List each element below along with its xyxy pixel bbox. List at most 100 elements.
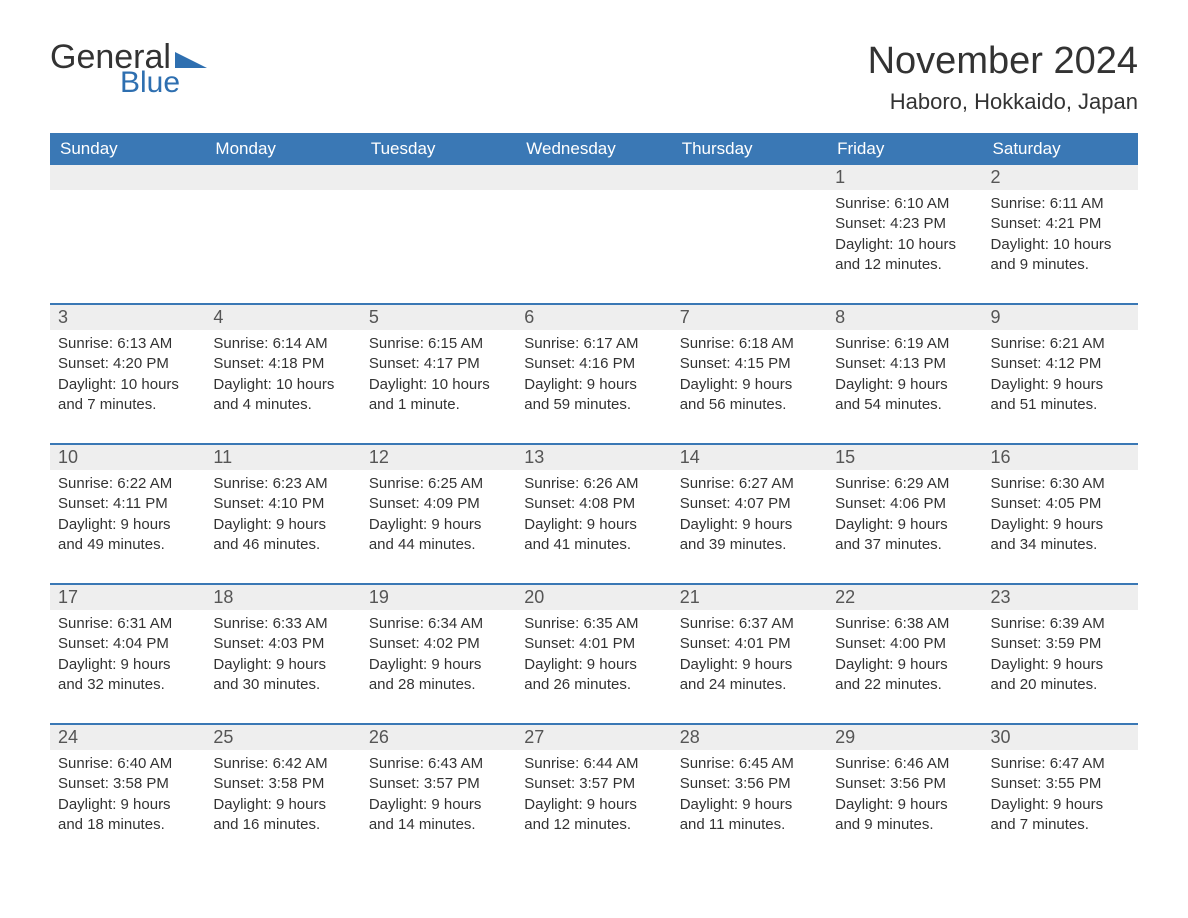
- day-number: 8: [827, 304, 982, 330]
- sunrise-line: Sunrise: 6:45 AM: [680, 754, 819, 774]
- daylight-line: Daylight: 9 hours and 41 minutes.: [524, 515, 663, 556]
- sunrise-line: Sunrise: 6:22 AM: [58, 474, 197, 494]
- day-details: Sunrise: 6:40 AMSunset: 3:58 PMDaylight:…: [50, 750, 205, 863]
- week-detail-row: Sunrise: 6:22 AMSunset: 4:11 PMDaylight:…: [50, 470, 1138, 584]
- day-details: Sunrise: 6:43 AMSunset: 3:57 PMDaylight:…: [361, 750, 516, 863]
- day-number: 6: [516, 304, 671, 330]
- day-number: 10: [50, 444, 205, 470]
- day-number: 18: [205, 584, 360, 610]
- day-number: 27: [516, 724, 671, 750]
- day-number: 16: [983, 444, 1138, 470]
- day-header: Tuesday: [361, 133, 516, 165]
- sunrise-line: Sunrise: 6:47 AM: [991, 754, 1130, 774]
- sunset-line: Sunset: 3:56 PM: [680, 774, 819, 794]
- month-title: November 2024: [868, 40, 1138, 83]
- day-number: 22: [827, 584, 982, 610]
- day-header: Thursday: [672, 133, 827, 165]
- day-number: 17: [50, 584, 205, 610]
- day-details: Sunrise: 6:10 AMSunset: 4:23 PMDaylight:…: [827, 190, 982, 304]
- daylight-line: Daylight: 9 hours and 56 minutes.: [680, 375, 819, 416]
- day-number: 12: [361, 444, 516, 470]
- sunrise-line: Sunrise: 6:43 AM: [369, 754, 508, 774]
- daylight-line: Daylight: 9 hours and 26 minutes.: [524, 655, 663, 696]
- week-detail-row: Sunrise: 6:10 AMSunset: 4:23 PMDaylight:…: [50, 190, 1138, 304]
- day-details: Sunrise: 6:13 AMSunset: 4:20 PMDaylight:…: [50, 330, 205, 444]
- daylight-line: Daylight: 9 hours and 34 minutes.: [991, 515, 1130, 556]
- day-details: Sunrise: 6:30 AMSunset: 4:05 PMDaylight:…: [983, 470, 1138, 584]
- day-number: 28: [672, 724, 827, 750]
- daylight-line: Daylight: 9 hours and 37 minutes.: [835, 515, 974, 556]
- daylight-line: Daylight: 9 hours and 59 minutes.: [524, 375, 663, 416]
- day-number: 24: [50, 724, 205, 750]
- week-daynum-row: 17181920212223: [50, 584, 1138, 610]
- sunset-line: Sunset: 4:20 PM: [58, 354, 197, 374]
- week-daynum-row: 24252627282930: [50, 724, 1138, 750]
- sunrise-line: Sunrise: 6:17 AM: [524, 334, 663, 354]
- sunset-line: Sunset: 3:55 PM: [991, 774, 1130, 794]
- day-number: 3: [50, 304, 205, 330]
- day-details: Sunrise: 6:11 AMSunset: 4:21 PMDaylight:…: [983, 190, 1138, 304]
- sunrise-line: Sunrise: 6:37 AM: [680, 614, 819, 634]
- week-daynum-row: 10111213141516: [50, 444, 1138, 470]
- day-details: Sunrise: 6:33 AMSunset: 4:03 PMDaylight:…: [205, 610, 360, 724]
- sunset-line: Sunset: 3:58 PM: [213, 774, 352, 794]
- daylight-line: Daylight: 9 hours and 16 minutes.: [213, 795, 352, 836]
- day-details: Sunrise: 6:38 AMSunset: 4:00 PMDaylight:…: [827, 610, 982, 724]
- daylight-line: Daylight: 9 hours and 49 minutes.: [58, 515, 197, 556]
- sunrise-line: Sunrise: 6:39 AM: [991, 614, 1130, 634]
- sunset-line: Sunset: 4:00 PM: [835, 634, 974, 654]
- daylight-line: Daylight: 10 hours and 9 minutes.: [991, 235, 1130, 276]
- daylight-line: Daylight: 9 hours and 54 minutes.: [835, 375, 974, 416]
- empty-cell: [205, 165, 360, 190]
- daylight-line: Daylight: 9 hours and 20 minutes.: [991, 655, 1130, 696]
- week-daynum-row: 12: [50, 165, 1138, 190]
- sunset-line: Sunset: 4:09 PM: [369, 494, 508, 514]
- day-details: Sunrise: 6:25 AMSunset: 4:09 PMDaylight:…: [361, 470, 516, 584]
- day-number: 2: [983, 165, 1138, 190]
- empty-cell: [672, 165, 827, 190]
- sunrise-line: Sunrise: 6:33 AM: [213, 614, 352, 634]
- sunset-line: Sunset: 3:57 PM: [369, 774, 508, 794]
- day-details: Sunrise: 6:27 AMSunset: 4:07 PMDaylight:…: [672, 470, 827, 584]
- daylight-line: Daylight: 9 hours and 9 minutes.: [835, 795, 974, 836]
- sunset-line: Sunset: 4:04 PM: [58, 634, 197, 654]
- day-number: 20: [516, 584, 671, 610]
- sunrise-line: Sunrise: 6:21 AM: [991, 334, 1130, 354]
- daylight-line: Daylight: 10 hours and 7 minutes.: [58, 375, 197, 416]
- sunrise-line: Sunrise: 6:29 AM: [835, 474, 974, 494]
- calendar-table: Sunday Monday Tuesday Wednesday Thursday…: [50, 133, 1138, 863]
- sunset-line: Sunset: 3:59 PM: [991, 634, 1130, 654]
- daylight-line: Daylight: 9 hours and 14 minutes.: [369, 795, 508, 836]
- day-number: 7: [672, 304, 827, 330]
- daylight-line: Daylight: 9 hours and 22 minutes.: [835, 655, 974, 696]
- sunset-line: Sunset: 4:02 PM: [369, 634, 508, 654]
- daylight-line: Daylight: 10 hours and 1 minute.: [369, 375, 508, 416]
- daylight-line: Daylight: 9 hours and 28 minutes.: [369, 655, 508, 696]
- sunrise-line: Sunrise: 6:31 AM: [58, 614, 197, 634]
- day-details: Sunrise: 6:31 AMSunset: 4:04 PMDaylight:…: [50, 610, 205, 724]
- sunrise-line: Sunrise: 6:34 AM: [369, 614, 508, 634]
- sunset-line: Sunset: 4:13 PM: [835, 354, 974, 374]
- empty-cell: [50, 190, 205, 304]
- day-header: Wednesday: [516, 133, 671, 165]
- empty-cell: [516, 165, 671, 190]
- day-number: 15: [827, 444, 982, 470]
- sunset-line: Sunset: 4:16 PM: [524, 354, 663, 374]
- sunset-line: Sunset: 4:17 PM: [369, 354, 508, 374]
- sunrise-line: Sunrise: 6:23 AM: [213, 474, 352, 494]
- week-daynum-row: 3456789: [50, 304, 1138, 330]
- sunrise-line: Sunrise: 6:25 AM: [369, 474, 508, 494]
- day-number: 25: [205, 724, 360, 750]
- sunset-line: Sunset: 4:18 PM: [213, 354, 352, 374]
- daylight-line: Daylight: 10 hours and 12 minutes.: [835, 235, 974, 276]
- day-details: Sunrise: 6:39 AMSunset: 3:59 PMDaylight:…: [983, 610, 1138, 724]
- day-number: 29: [827, 724, 982, 750]
- header: General Blue November 2024 Haboro, Hokka…: [50, 40, 1138, 115]
- daylight-line: Daylight: 9 hours and 46 minutes.: [213, 515, 352, 556]
- day-details: Sunrise: 6:26 AMSunset: 4:08 PMDaylight:…: [516, 470, 671, 584]
- daylight-line: Daylight: 9 hours and 51 minutes.: [991, 375, 1130, 416]
- day-details: Sunrise: 6:44 AMSunset: 3:57 PMDaylight:…: [516, 750, 671, 863]
- sunrise-line: Sunrise: 6:44 AM: [524, 754, 663, 774]
- day-header-row: Sunday Monday Tuesday Wednesday Thursday…: [50, 133, 1138, 165]
- day-details: Sunrise: 6:15 AMSunset: 4:17 PMDaylight:…: [361, 330, 516, 444]
